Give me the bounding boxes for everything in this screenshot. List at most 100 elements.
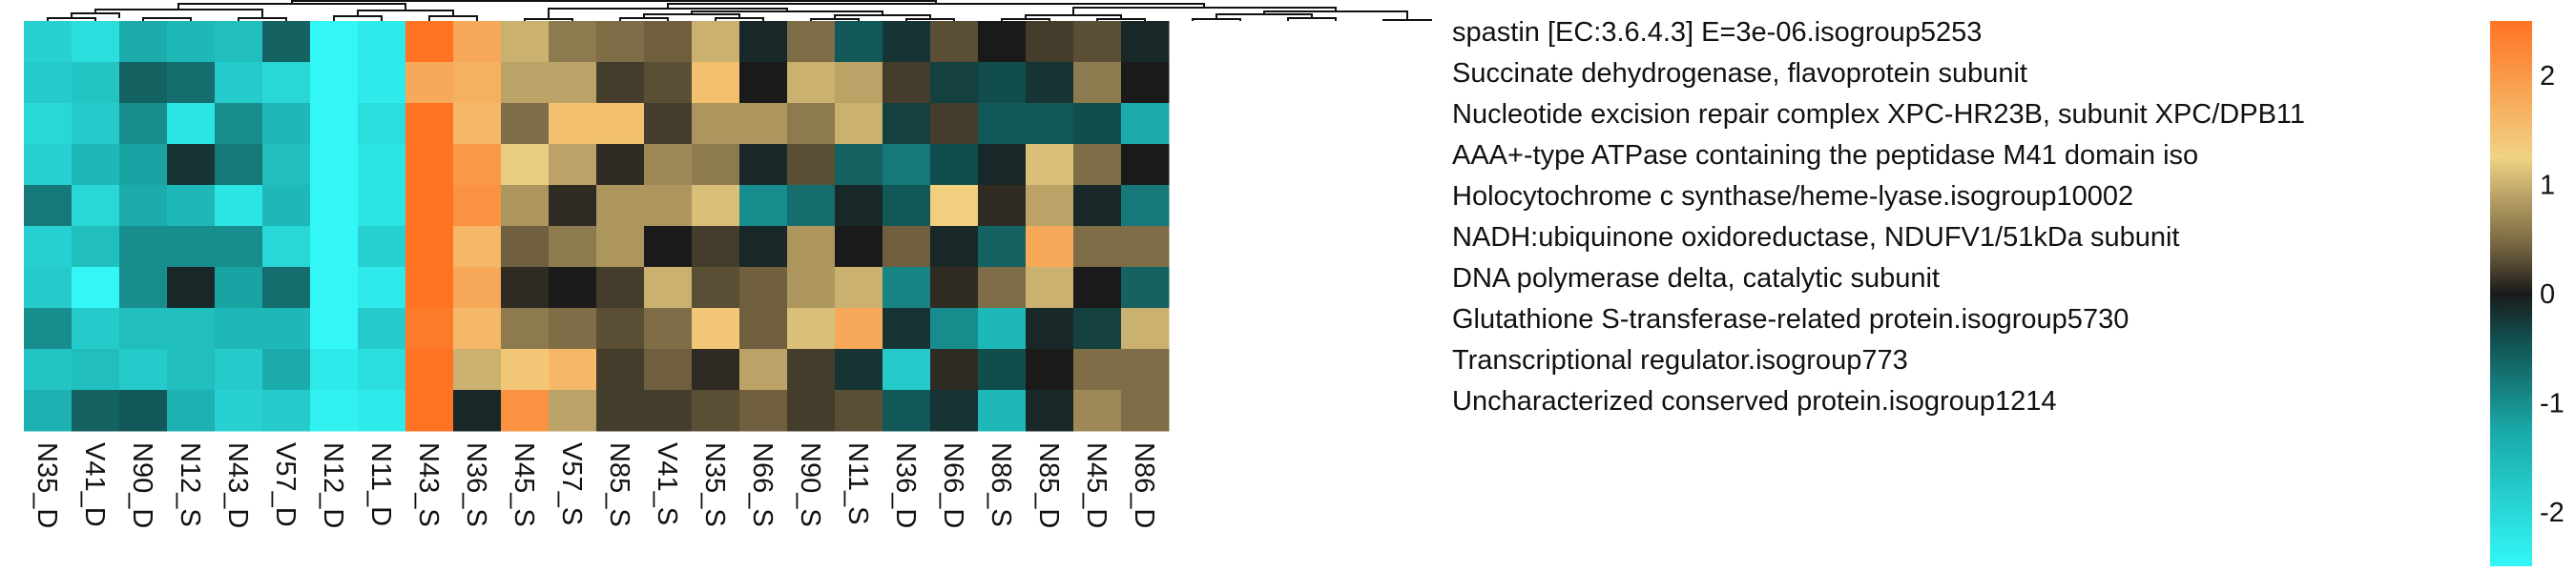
column-label: N11_S bbox=[842, 442, 873, 525]
heatmap-cell bbox=[883, 21, 931, 63]
heatmap-cell bbox=[883, 185, 931, 227]
row-label: Nucleotide excision repair complex XPC-H… bbox=[1452, 99, 2305, 130]
heatmap-cell bbox=[1121, 267, 1170, 309]
heatmap-cell bbox=[1121, 308, 1170, 350]
heatmap-cell bbox=[358, 226, 406, 268]
heatmap-cell bbox=[215, 185, 263, 227]
heatmap-cell bbox=[405, 144, 454, 186]
heatmap-cell bbox=[692, 308, 740, 350]
heatmap-cell bbox=[1026, 185, 1074, 227]
heatmap-cell bbox=[835, 62, 883, 104]
heatmap-cell bbox=[644, 226, 693, 268]
heatmap-cell bbox=[119, 390, 168, 432]
heatmap-cell bbox=[883, 62, 931, 104]
heatmap-cell bbox=[72, 308, 120, 350]
column-label: V41_D bbox=[79, 442, 110, 527]
heatmap-cell bbox=[930, 308, 979, 350]
heatmap-cell bbox=[930, 267, 979, 309]
heatmap-cell bbox=[739, 226, 788, 268]
colorbar: -2 -1 0 1 2 bbox=[2490, 21, 2565, 566]
heatmap-cell bbox=[1121, 144, 1170, 186]
heatmap-cell bbox=[262, 62, 311, 104]
heatmap-cell bbox=[1026, 21, 1074, 63]
heatmap-cell bbox=[72, 144, 120, 186]
heatmap-cell bbox=[215, 226, 263, 268]
heatmap-cell bbox=[644, 185, 693, 227]
heatmap-cell bbox=[262, 103, 311, 145]
heatmap-cell bbox=[310, 185, 359, 227]
heatmap-cell bbox=[501, 103, 550, 145]
heatmap-cell bbox=[358, 185, 406, 227]
column-label: N11_D bbox=[365, 442, 396, 526]
heatmap-cell bbox=[501, 21, 550, 63]
heatmap-cell bbox=[549, 349, 597, 391]
heatmap-cell bbox=[1073, 349, 1122, 391]
column-label: V41_S bbox=[652, 442, 682, 525]
heatmap-cell bbox=[24, 349, 73, 391]
heatmap-cell bbox=[167, 308, 216, 350]
heatmap-cell bbox=[405, 103, 454, 145]
heatmap-cell bbox=[883, 103, 931, 145]
heatmap-cell bbox=[978, 308, 1027, 350]
heatmap-cell bbox=[787, 267, 836, 309]
row-label: Transcriptional regulator.isogroup773 bbox=[1452, 345, 1908, 376]
heatmap-cell bbox=[358, 144, 406, 186]
heatmap-cell bbox=[978, 103, 1027, 145]
heatmap-cell bbox=[596, 226, 645, 268]
heatmap-cell bbox=[310, 62, 359, 104]
heatmap-cell bbox=[549, 103, 597, 145]
heatmap-cell bbox=[119, 349, 168, 391]
heatmap-cell bbox=[644, 267, 693, 309]
heatmap-cell bbox=[596, 349, 645, 391]
heatmap-cell bbox=[262, 144, 311, 186]
heatmap-cell bbox=[739, 62, 788, 104]
heatmap-cell bbox=[549, 308, 597, 350]
row-label: AAA+-type ATPase containing the peptidas… bbox=[1452, 140, 2198, 171]
heatmap-cell bbox=[883, 349, 931, 391]
heatmap-cell bbox=[978, 390, 1027, 432]
heatmap-cell bbox=[644, 349, 693, 391]
row-labels: spastin [EC:3.6.4.3] E=3e-06.isogroup525… bbox=[1452, 17, 2305, 417]
heatmap-cell bbox=[358, 308, 406, 350]
heatmap-cell bbox=[405, 267, 454, 309]
heatmap-cell bbox=[310, 349, 359, 391]
heatmap-cell bbox=[978, 267, 1027, 309]
heatmap-cell bbox=[24, 226, 73, 268]
heatmap-cell bbox=[692, 144, 740, 186]
heatmap-cell bbox=[405, 62, 454, 104]
heatmap-cell bbox=[596, 185, 645, 227]
column-label: V57_D bbox=[270, 442, 301, 527]
heatmap-cell bbox=[119, 267, 168, 309]
heatmap-cell bbox=[692, 185, 740, 227]
heatmap-cell bbox=[978, 226, 1027, 268]
column-label: N35_D bbox=[31, 442, 62, 528]
heatmap-cell bbox=[787, 144, 836, 186]
heatmap-cell bbox=[310, 267, 359, 309]
heatmap-cell bbox=[501, 185, 550, 227]
heatmap-cell bbox=[405, 226, 454, 268]
heatmap-cell bbox=[692, 103, 740, 145]
heatmap-cell bbox=[549, 21, 597, 63]
heatmap-cell bbox=[310, 390, 359, 432]
heatmap-cell bbox=[835, 267, 883, 309]
heatmap-cell bbox=[24, 390, 73, 432]
heatmap-cell bbox=[930, 185, 979, 227]
colorbar-tick-label: 0 bbox=[2540, 279, 2555, 310]
heatmap-cell bbox=[644, 103, 693, 145]
heatmap-cell bbox=[1026, 267, 1074, 309]
heatmap-cell bbox=[835, 226, 883, 268]
heatmap-cell bbox=[167, 349, 216, 391]
column-label: N43_S bbox=[413, 442, 444, 527]
heatmap-cell bbox=[835, 390, 883, 432]
heatmap-cell bbox=[739, 390, 788, 432]
heatmap-cell bbox=[24, 308, 73, 350]
heatmap-cell bbox=[787, 103, 836, 145]
heatmap-cell bbox=[1121, 390, 1170, 432]
heatmap-cell bbox=[644, 390, 693, 432]
heatmap-cell bbox=[644, 144, 693, 186]
colorbar-tick-label: -2 bbox=[2540, 498, 2565, 528]
heatmap-cell bbox=[1026, 349, 1074, 391]
heatmap-cell bbox=[549, 62, 597, 104]
heatmap-cell bbox=[644, 308, 693, 350]
heatmap-cell bbox=[215, 103, 263, 145]
